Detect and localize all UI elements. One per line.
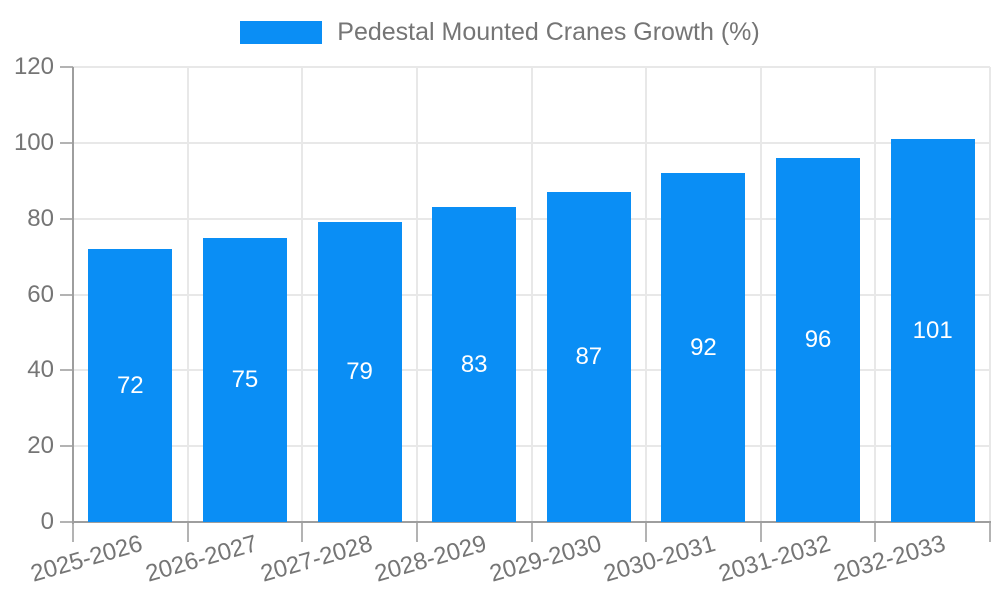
y-axis-tick (60, 521, 73, 523)
y-axis-label: 20 (27, 432, 54, 460)
bar[interactable] (890, 139, 975, 522)
bar-value-label: 87 (575, 343, 603, 371)
bar[interactable] (88, 249, 173, 522)
y-axis-label: 40 (27, 356, 54, 384)
x-axis-tick (530, 522, 533, 542)
gridline-vertical (989, 67, 991, 522)
bar-value-label: 75 (231, 365, 259, 393)
bar-value-label: 92 (690, 333, 717, 361)
bar[interactable] (432, 207, 517, 522)
y-axis-label: 120 (13, 53, 54, 80)
bar-value-label: 79 (346, 358, 373, 386)
x-axis-tick (759, 522, 762, 542)
x-axis-tick (72, 522, 74, 542)
y-axis-tick (60, 217, 73, 220)
gridline-vertical (186, 67, 189, 522)
chart-legend[interactable]: Pedestal Mounted Cranes Growth (%) (0, 18, 1000, 47)
gridline-vertical (645, 67, 648, 522)
y-axis-line (72, 67, 74, 524)
y-axis-tick (60, 141, 73, 144)
bar-value-label: 72 (116, 371, 144, 399)
y-axis-label: 0 (40, 508, 54, 535)
bar[interactable] (317, 222, 402, 522)
y-axis-tick (60, 66, 73, 68)
x-axis-tick (301, 522, 304, 542)
x-axis-tick (186, 522, 189, 542)
x-axis-tick (989, 522, 991, 542)
legend-swatch-icon (240, 21, 323, 44)
gridline-vertical (530, 67, 533, 522)
bar[interactable] (202, 237, 287, 522)
gridline-vertical (415, 67, 418, 522)
legend-label: Pedestal Mounted Cranes Growth (%) (337, 18, 760, 46)
bar[interactable] (661, 173, 746, 522)
gridline-vertical (759, 67, 762, 522)
bar[interactable] (546, 192, 631, 522)
y-axis-label: 80 (27, 204, 54, 232)
bar-value-label: 83 (460, 350, 488, 378)
x-axis-tick (645, 522, 648, 542)
x-axis-tick (415, 522, 418, 542)
gridline-vertical (301, 67, 304, 522)
x-axis-line (72, 521, 991, 523)
y-axis-tick (60, 445, 73, 448)
bar-value-label: 96 (804, 326, 832, 353)
y-axis-label: 60 (27, 280, 54, 308)
y-axis-tick (60, 369, 73, 372)
y-axis-tick (60, 293, 73, 296)
bar-value-label: 101 (912, 316, 953, 344)
x-axis-tick (874, 522, 877, 542)
bar[interactable] (776, 158, 861, 522)
y-axis-label: 100 (13, 128, 54, 156)
gridline-vertical (874, 67, 877, 522)
